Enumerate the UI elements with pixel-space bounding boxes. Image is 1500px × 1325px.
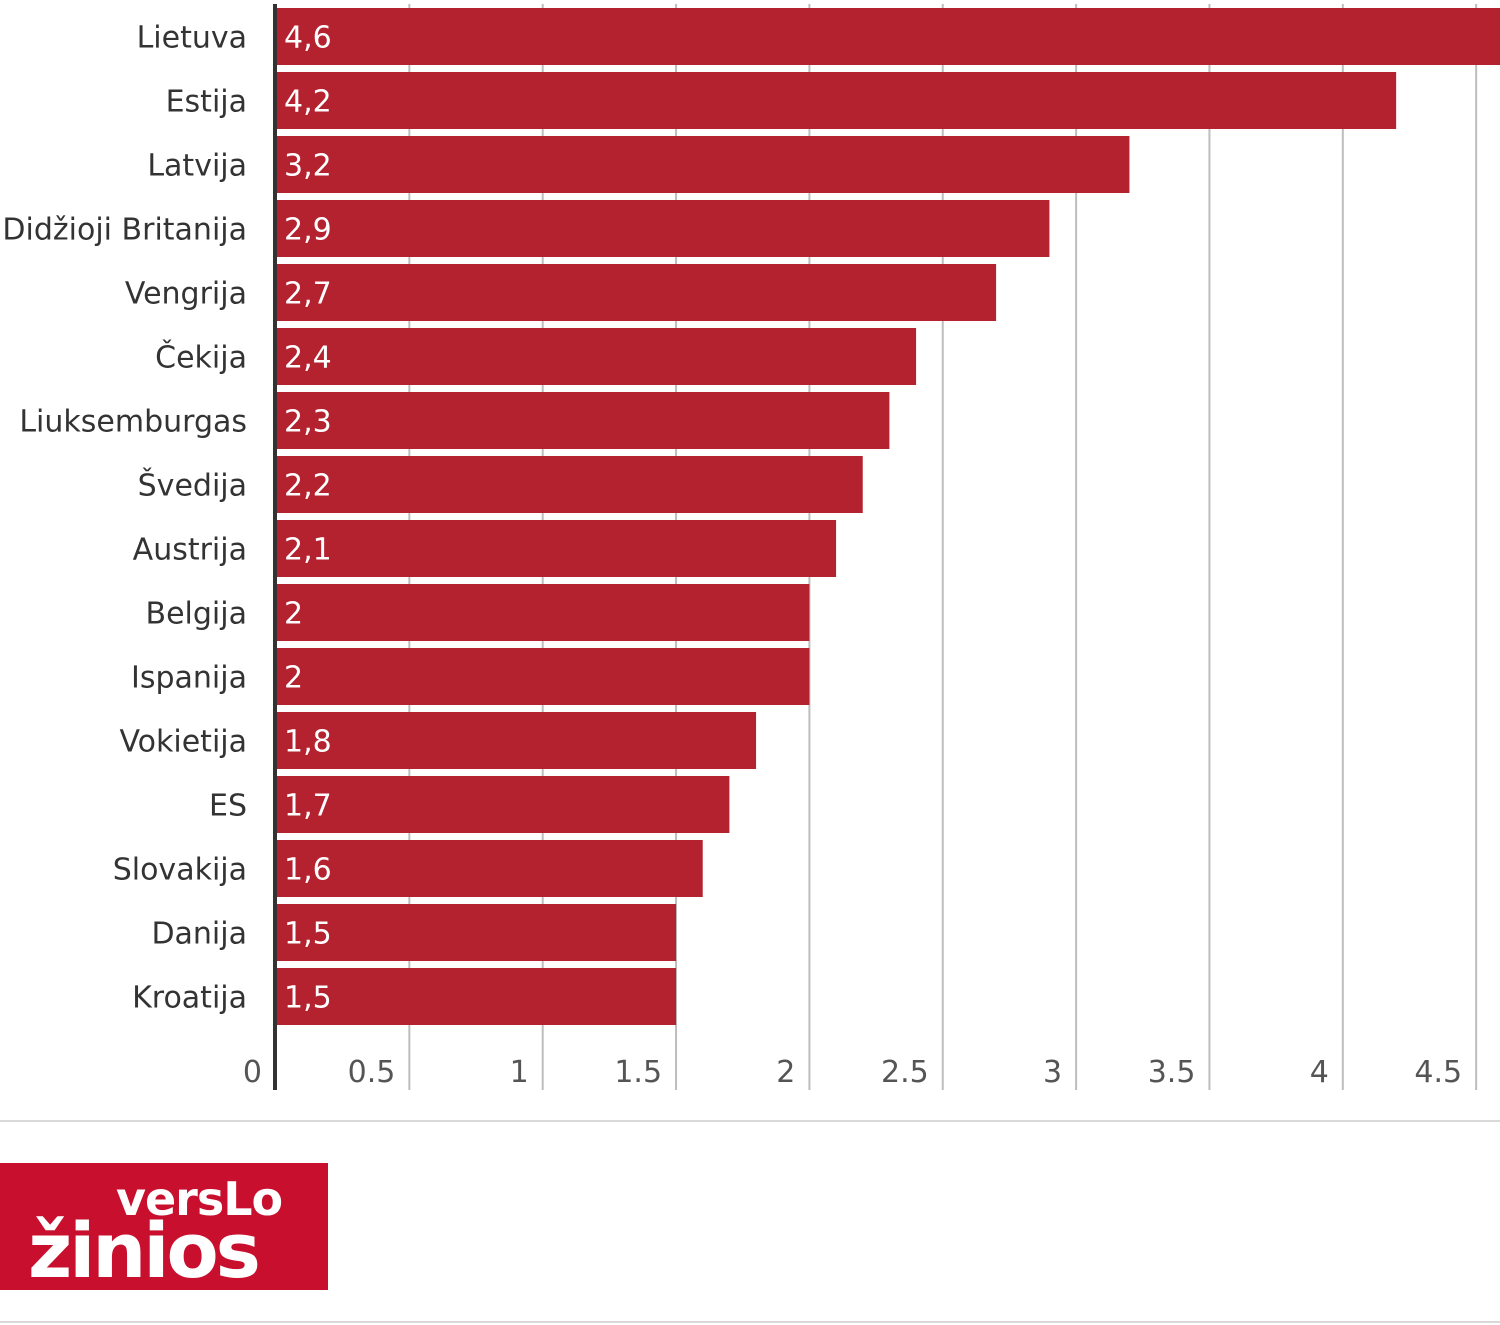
category-label: Belgija — [146, 597, 247, 632]
data-label: 2 — [284, 597, 303, 632]
category-label: Vengrija — [125, 277, 247, 312]
data-label: 2,3 — [284, 405, 332, 440]
x-tick-label: 3.5 — [1148, 1055, 1196, 1090]
data-label: 2,9 — [284, 213, 332, 248]
x-tick-label: 0.5 — [348, 1055, 396, 1090]
data-label: 2,4 — [284, 341, 332, 376]
category-label: Austrija — [133, 533, 247, 568]
bar — [276, 136, 1130, 193]
x-tick-label: 2.5 — [881, 1055, 929, 1090]
category-label: Liuksemburgas — [19, 405, 247, 440]
x-tick-label: 1.5 — [614, 1055, 662, 1090]
x-tick-label: 2 — [776, 1055, 795, 1090]
bar — [276, 72, 1397, 129]
x-tick-label: 4.5 — [1414, 1055, 1462, 1090]
data-label: 4,2 — [284, 85, 332, 120]
category-label: Kroatija — [132, 981, 247, 1016]
data-label: 1,6 — [284, 853, 332, 888]
data-label: 2 — [284, 661, 303, 696]
chart-svg: 4,6 Lietuva 4,2 Estija 3,2 Latvija 2,9 Didžioji… — [2, 4, 1500, 1090]
data-label: 2,2 — [284, 469, 332, 504]
bar — [276, 968, 677, 1025]
bar — [276, 584, 810, 641]
category-label: Lietuva — [137, 21, 247, 56]
bar — [276, 648, 810, 705]
bar — [276, 200, 1050, 257]
data-label: 2,7 — [284, 277, 332, 312]
category-label: Didžioji Britanija — [2, 213, 247, 248]
divider-bottom — [0, 1321, 1500, 1323]
divider-top — [0, 1120, 1500, 1122]
x-tick-label: 3 — [1043, 1055, 1062, 1090]
bar — [276, 328, 917, 385]
category-label: Ispanija — [131, 661, 247, 696]
bar — [276, 264, 997, 321]
bar — [276, 8, 1500, 65]
x-tick-label: 0 — [243, 1055, 262, 1090]
bar — [276, 392, 890, 449]
data-label: 2,1 — [284, 533, 332, 568]
versle-zinios-logo: versLo žinios — [0, 1163, 328, 1290]
bar — [276, 840, 703, 897]
data-label: 1,5 — [284, 981, 332, 1016]
category-label: Latvija — [147, 149, 247, 184]
category-label: Slovakija — [113, 853, 247, 888]
bar — [276, 456, 863, 513]
category-label: Danija — [151, 917, 247, 952]
logo-line1: versLo — [116, 1172, 282, 1226]
category-label: Švedija — [138, 467, 247, 504]
bar — [276, 712, 757, 769]
bar — [276, 520, 837, 577]
category-label: Čekija — [155, 339, 247, 376]
data-label: 1,8 — [284, 725, 332, 760]
bar-chart: 4,6 Lietuva 4,2 Estija 3,2 Latvija 2,9 Didžioji… — [2, 4, 1500, 1090]
category-label: Vokietija — [119, 725, 247, 760]
data-label: 1,7 — [284, 789, 332, 824]
logo-line2: žinios — [28, 1206, 258, 1290]
data-label: 1,5 — [284, 917, 332, 952]
bar — [276, 904, 677, 961]
category-label: Estija — [166, 85, 247, 120]
data-label: 3,2 — [284, 149, 332, 184]
x-tick-label: 1 — [510, 1055, 529, 1090]
category-label: ES — [209, 789, 247, 824]
x-tick-label: 4 — [1310, 1055, 1329, 1090]
bar — [276, 776, 730, 833]
data-label: 4,6 — [284, 21, 332, 56]
